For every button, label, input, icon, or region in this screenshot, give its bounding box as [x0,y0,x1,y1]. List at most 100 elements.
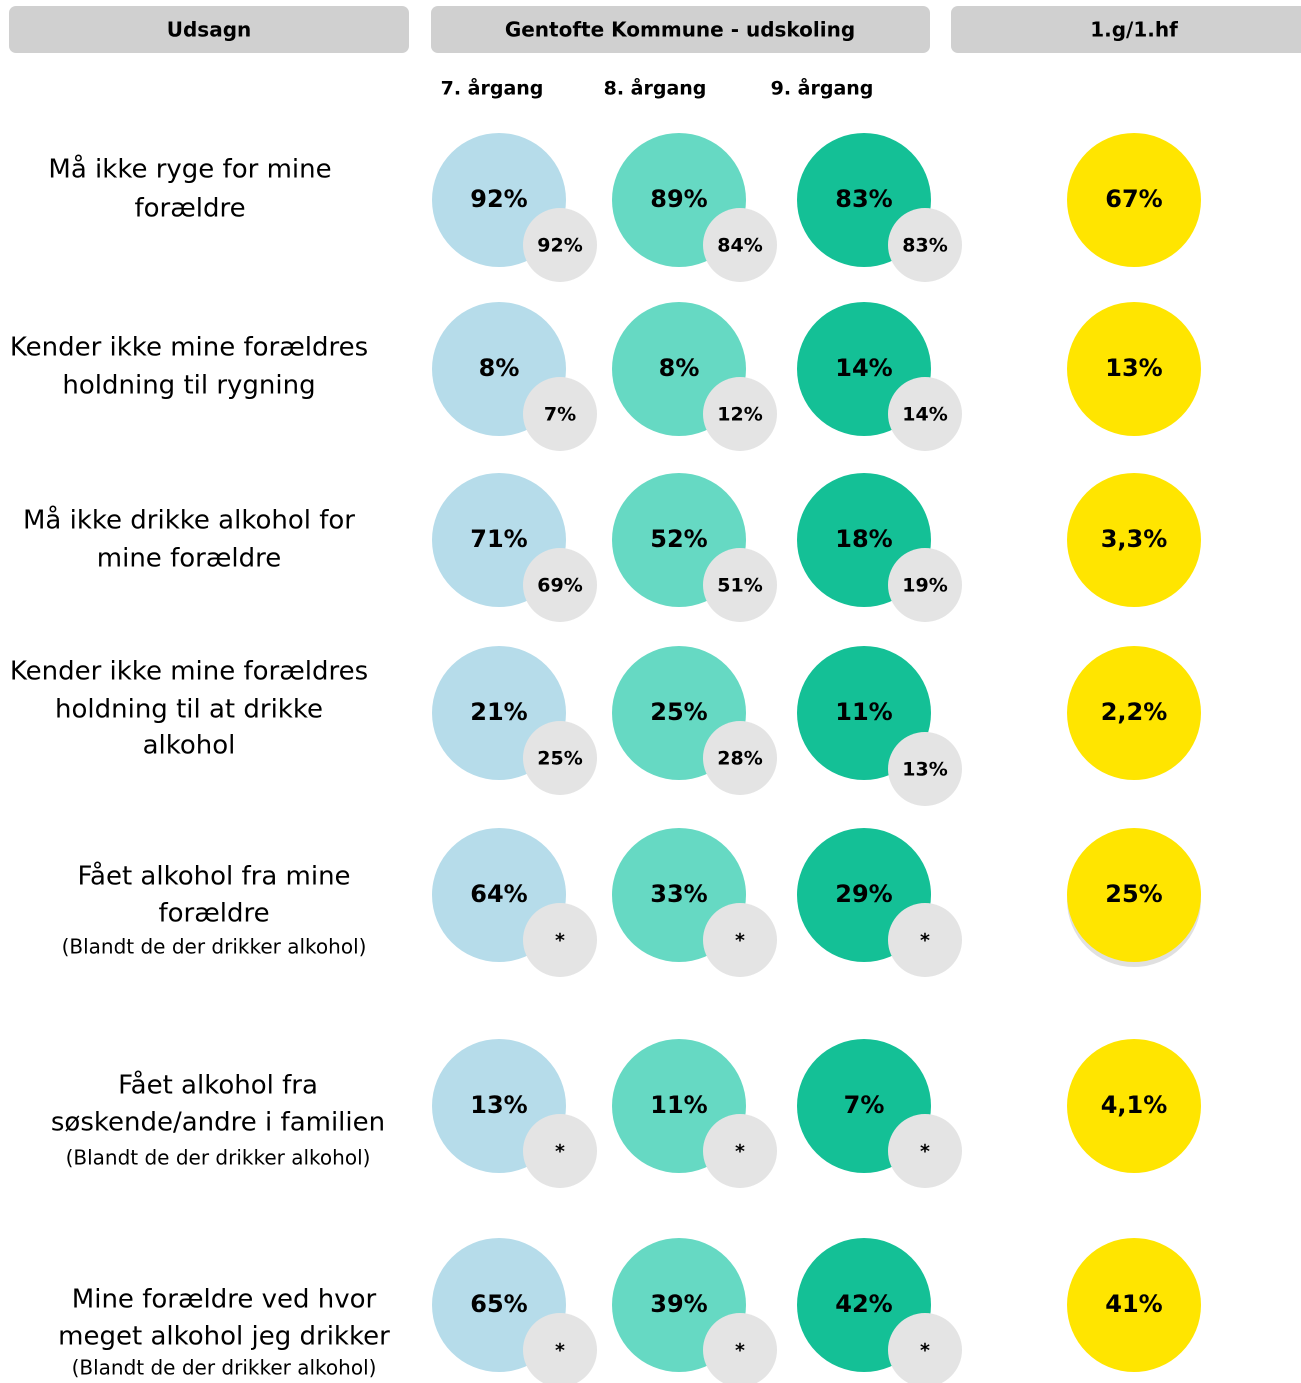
grade-value: 89% [650,185,707,213]
comparison-circle [703,903,777,977]
header-bar [9,6,409,53]
row-label: Kender ikke mine forældres [10,657,368,687]
row-label: søskende/andre i familien [51,1108,385,1138]
comparison-value: 7% [544,404,576,426]
grade-value: 42% [835,1290,892,1318]
comparison-value: 69% [537,575,582,597]
row-label: holdning til at drikke [55,695,323,725]
gymnasium-value: 4,1% [1101,1091,1168,1119]
comparison-circle [888,1313,962,1383]
row-label: forældre [134,194,245,224]
comparison-circle [888,1114,962,1188]
comparison-value: 14% [902,404,947,426]
comparison-value: 84% [717,235,762,257]
row-label: Må ikke ryge for mine [48,154,331,185]
grade-value: 29% [835,880,892,908]
comparison-value: 13% [902,759,947,781]
comparison-circle [703,721,777,795]
grade-label: 9. årgang [771,76,874,100]
gymnasium-value: 25% [1105,880,1162,908]
header-label: 1.g/1.hf [1090,18,1178,42]
comparison-circle [703,548,777,622]
comparison-value: * [735,1141,745,1163]
comparison-value: * [555,1141,565,1163]
comparison-value: 12% [717,404,762,426]
comparison-circle [888,548,962,622]
comparison-circle [888,732,962,806]
row-label: Kender ikke mine forældres [10,333,368,363]
grade-label: 7. årgang [441,76,544,100]
comparison-value: * [555,1340,565,1362]
row-label: Mine forældre ved hvor [72,1285,377,1315]
comparison-value: * [920,1141,930,1163]
row-label: mine forældre [97,544,281,574]
comparison-circle [523,903,597,977]
row-label: holdning til rygning [62,371,315,401]
header-label: Udsagn [167,18,252,42]
comparison-circle [523,1313,597,1383]
comparison-value: * [555,930,565,952]
grade-value: 52% [650,525,707,553]
row-note: (Blandt de der drikker alkohol) [62,935,367,959]
comparison-value: * [920,1340,930,1362]
comparison-circle [703,208,777,282]
grade-value: 11% [650,1091,707,1119]
comparison-value: * [735,930,745,952]
gymnasium-value: 67% [1105,185,1162,213]
grade-value: 92% [470,185,527,213]
gymnasium-value: 2,2% [1101,698,1168,726]
gymnasium-circle [1067,302,1201,436]
row-label: Må ikke drikke alkohol for [23,505,355,536]
gymnasium-value: 13% [1105,354,1162,382]
gymnasium-circle [1067,1039,1201,1173]
gymnasium-circle [1067,828,1201,962]
grade-value: 14% [835,354,892,382]
gymnasium-value: 41% [1105,1290,1162,1318]
comparison-circle [523,208,597,282]
header-label: Gentofte Kommune - udskoling [505,18,855,42]
comparison-circle [523,548,597,622]
grade-value: 8% [659,354,700,382]
grade-value: 71% [470,525,527,553]
grade-value: 18% [835,525,892,553]
grade-value: 65% [470,1290,527,1318]
gymnasium-circle [1067,473,1201,607]
grade-value: 64% [470,880,527,908]
grade-value: 11% [835,698,892,726]
comparison-value: 28% [717,748,762,770]
row-label: Fået alkohol fra mine [77,861,350,892]
gymnasium-circle [1067,1238,1201,1372]
grade-value: 13% [470,1091,527,1119]
grade-value: 21% [470,698,527,726]
row-note: (Blandt de der drikker alkohol) [72,1356,377,1380]
grade-label: 8. årgang [604,76,707,100]
header-bar [431,6,930,53]
grade-value: 8% [479,354,520,382]
comparison-circle [888,377,962,451]
comparison-value: 83% [902,235,947,257]
comparison-circle [703,1313,777,1383]
grade-value: 83% [835,185,892,213]
row-note: (Blandt de der drikker alkohol) [66,1146,371,1170]
comparison-value: * [735,1340,745,1362]
gymnasium-value: 3,3% [1101,525,1168,553]
comparison-value: 92% [537,235,582,257]
gymnasium-circle [1067,133,1201,267]
grade-value: 33% [650,880,707,908]
grade-value: 25% [650,698,707,726]
grade-value: 39% [650,1290,707,1318]
comparison-circle [888,208,962,282]
comparison-circle [523,1114,597,1188]
row-label: forældre [158,899,269,929]
comparison-circle [523,721,597,795]
comparison-value: 19% [902,575,947,597]
comparison-value: 25% [537,748,582,770]
comparison-circle [703,377,777,451]
gymnasium-circle [1067,646,1201,780]
row-label: Fået alkohol fra [118,1070,318,1101]
grade-value: 7% [844,1091,885,1119]
comparison-circle [523,377,597,451]
header-bar [951,6,1301,53]
comparison-value: 51% [717,575,762,597]
comparison-value: * [920,930,930,952]
